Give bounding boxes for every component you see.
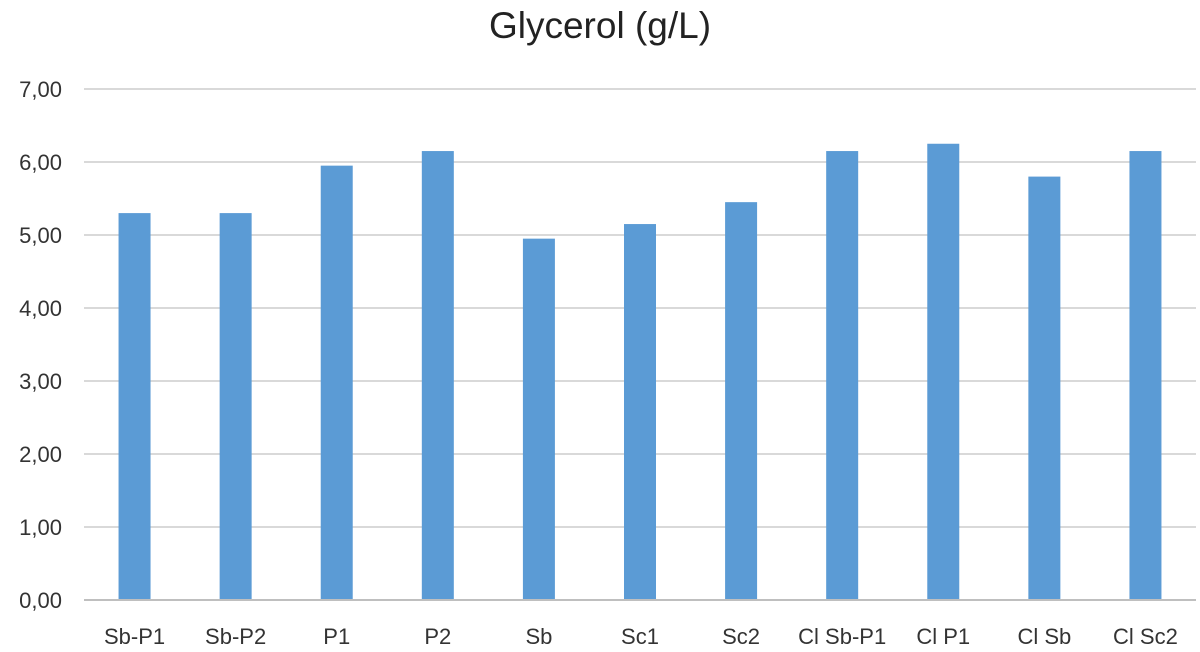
bar-cl-sc2 bbox=[1129, 151, 1162, 601]
bars bbox=[118, 143, 1162, 601]
x-tick-label: Sb-P2 bbox=[205, 624, 266, 649]
bar-cl-p1 bbox=[927, 143, 960, 600]
x-tick-label: Cl P1 bbox=[916, 624, 970, 649]
x-tick-label: Cl Sb-P1 bbox=[798, 624, 886, 649]
bar-p1 bbox=[320, 165, 353, 600]
y-tick-label: 4,00 bbox=[19, 296, 62, 321]
bar-sb bbox=[522, 238, 555, 600]
bar-cl-sb-p1 bbox=[826, 151, 859, 601]
y-tick-label: 1,00 bbox=[19, 515, 62, 540]
y-tick-label: 3,00 bbox=[19, 369, 62, 394]
bar-sb-p1 bbox=[118, 213, 151, 600]
bar-sc1 bbox=[624, 224, 656, 601]
x-tick-label: P2 bbox=[424, 624, 451, 649]
x-tick-label: Cl Sc2 bbox=[1113, 624, 1178, 649]
chart-title: Glycerol (g/L) bbox=[488, 5, 712, 46]
x-tick-label: Sc1 bbox=[621, 624, 659, 649]
x-axis-labels: Sb-P1 Sb-P2 P1 P2 Sb Sc1 Sc2 Cl Sb-P1 Cl P1 Cl Sb… bbox=[104, 624, 1178, 649]
y-tick-label: 0,00 bbox=[19, 588, 62, 613]
bar-p2 bbox=[421, 151, 454, 601]
bar-cl-sb bbox=[1028, 176, 1061, 600]
y-axis-ticks: 0,00 1,00 2,00 3,00 4,00 5,00 6,00 7,00 bbox=[19, 77, 62, 613]
y-tick-label: 2,00 bbox=[19, 442, 62, 467]
y-tick-label: 5,00 bbox=[19, 223, 62, 248]
bar-sb-p2 bbox=[219, 213, 252, 600]
y-tick-label: 7,00 bbox=[19, 77, 62, 102]
x-tick-label: P1 bbox=[323, 624, 350, 649]
x-tick-label: Sc2 bbox=[722, 624, 760, 649]
x-tick-label: Sb bbox=[525, 624, 552, 649]
x-tick-label: Sb-P1 bbox=[104, 624, 165, 649]
y-tick-label: 6,00 bbox=[19, 150, 62, 175]
x-tick-label: Cl Sb bbox=[1017, 624, 1071, 649]
bar-sc2 bbox=[725, 202, 758, 600]
